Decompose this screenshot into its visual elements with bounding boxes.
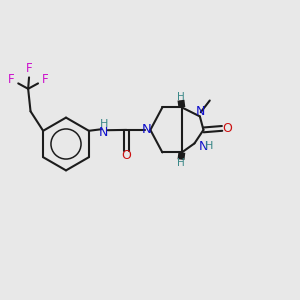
Text: F: F — [8, 73, 14, 86]
Text: H: H — [177, 158, 185, 168]
Text: H: H — [177, 92, 185, 102]
Text: O: O — [222, 122, 232, 135]
Text: H: H — [205, 141, 213, 152]
Text: H: H — [99, 119, 108, 129]
Text: N: N — [199, 140, 208, 153]
Text: N: N — [196, 105, 206, 118]
Text: F: F — [26, 62, 33, 75]
Text: F: F — [42, 73, 49, 86]
Text: O: O — [122, 149, 131, 162]
Text: N: N — [99, 126, 108, 140]
Text: N: N — [142, 123, 151, 136]
